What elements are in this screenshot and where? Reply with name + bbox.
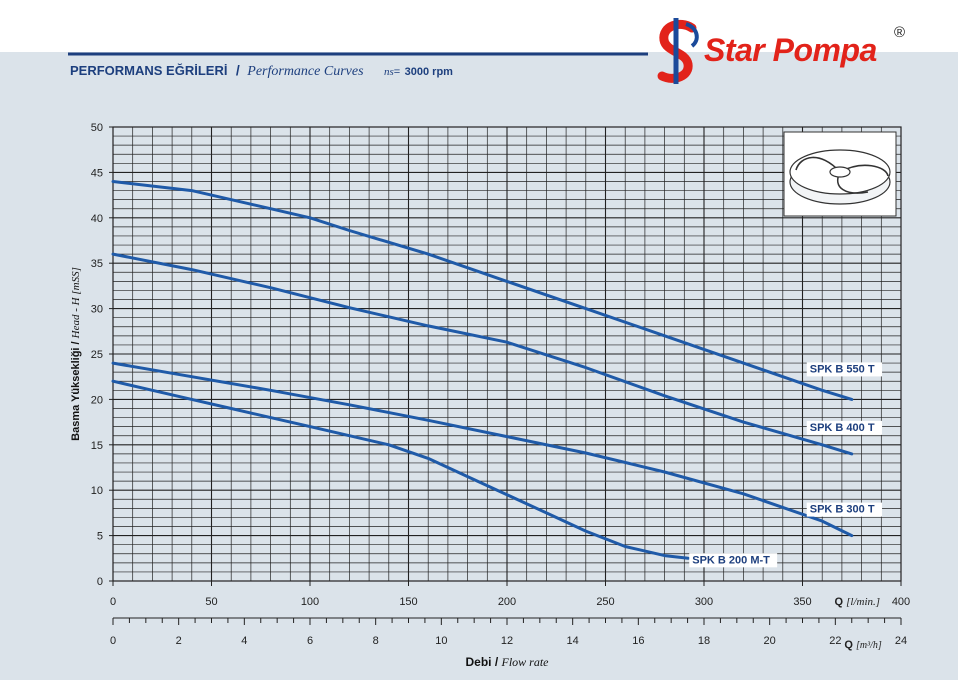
title-separator: / [235, 62, 240, 78]
y-tick-label: 0 [97, 576, 103, 588]
y-tick-label: 5 [97, 531, 103, 543]
series-label-bg [806, 362, 883, 377]
series-line [111, 379, 690, 560]
title-tr: PERFORMANS EĞRİLERİ [70, 63, 228, 78]
y-tick-label: 50 [91, 122, 103, 134]
title-en: Performance Curves [247, 64, 364, 79]
series-labels: SPK B 550 T SPK B 400 T SPK B 300 T SPK B 2… [689, 362, 883, 568]
x2-tick-label: 14 [567, 635, 579, 647]
x-tick-label: 300 [695, 596, 713, 608]
x2-tick-label: 6 [307, 635, 313, 647]
y-tick-label: 30 [91, 304, 103, 316]
ns-value: 3000 rpm [404, 66, 453, 78]
y-tick-label: 10 [91, 485, 103, 497]
x-axis-secondary: 0 2 4 6 8 10 12 14 16 18 20 22 24Q [m³/h] [110, 617, 907, 651]
y-tick-label: 40 [91, 213, 103, 225]
x2-tick-label: 10 [435, 635, 447, 647]
x2-tick-label: 0 [110, 635, 116, 647]
x2-tick-label: 18 [698, 635, 710, 647]
x-axis-title: Debi / Flow rate [465, 655, 549, 669]
x2-tick-label: 8 [373, 635, 379, 647]
x-primary-unit: Q [l/min.] [835, 596, 881, 608]
logo-mark-icon [657, 18, 699, 84]
grid [113, 127, 901, 581]
series-label-bg [806, 420, 883, 435]
page-header: PERFORMANS EĞRİLERİ / Performance Curves… [70, 62, 453, 80]
y-axis-title: Basma Yüksekliği / Head - H [mSS] [70, 267, 82, 441]
curves [111, 180, 854, 560]
brand-logo: Star Pompa ® [652, 14, 914, 88]
x-tick-label: 400 [892, 596, 910, 608]
series-label-bg [689, 553, 778, 568]
series-line [111, 361, 854, 538]
impeller-vane [795, 156, 841, 173]
x-tick-label: 250 [596, 596, 614, 608]
x-tick-label: 50 [205, 596, 217, 608]
x-tick-label: 0 [110, 596, 116, 608]
x-tick-label: 350 [793, 596, 811, 608]
brand-name: Star Pompa [704, 32, 877, 68]
axis-titles: Basma Yüksekliği / Head - H [mSS] Debi / … [70, 267, 549, 669]
x2-tick-label: 24 [895, 635, 907, 647]
x-tick-label: 100 [301, 596, 319, 608]
x-axis-primary: 0 50 100 150 200 250 300 350 400 Q [l/min.] [110, 581, 910, 608]
registered-mark: ® [894, 24, 906, 41]
series-label: SPK B 400 T [810, 422, 875, 434]
series-label-bg [806, 502, 883, 517]
series-label: SPK B 300 T [810, 504, 875, 516]
series-label: SPK B 200 M-T [692, 554, 770, 566]
ns-eq: = [393, 66, 401, 78]
series-line [111, 252, 854, 456]
x2-tick-label: 12 [501, 635, 513, 647]
y-axis: 0 5 10 15 20 25 30 35 40 45 50 [91, 122, 113, 588]
impeller-icon [783, 131, 897, 217]
y-tick-label: 45 [91, 167, 103, 179]
x2-tick-label: 20 [764, 635, 776, 647]
x-tick-label: 150 [399, 596, 417, 608]
impeller-hub [829, 166, 851, 178]
y-tick-label: 15 [91, 440, 103, 452]
ns-label: ns [383, 66, 394, 78]
x2-tick-label: 4 [241, 635, 247, 647]
y-tick-label: 35 [91, 258, 103, 270]
x2-tick-label: 22 [829, 635, 841, 647]
series-label: SPK B 550 T [810, 363, 875, 375]
x-tick-label: 200 [498, 596, 516, 608]
y-tick-label: 20 [91, 394, 103, 406]
x2-tick-label: 16 [632, 635, 644, 647]
series-line [111, 180, 854, 401]
y-tick-label: 25 [91, 349, 103, 361]
x2-tick-label: 2 [176, 635, 182, 647]
x-secondary-unit: Q [m³/h] [844, 639, 882, 651]
